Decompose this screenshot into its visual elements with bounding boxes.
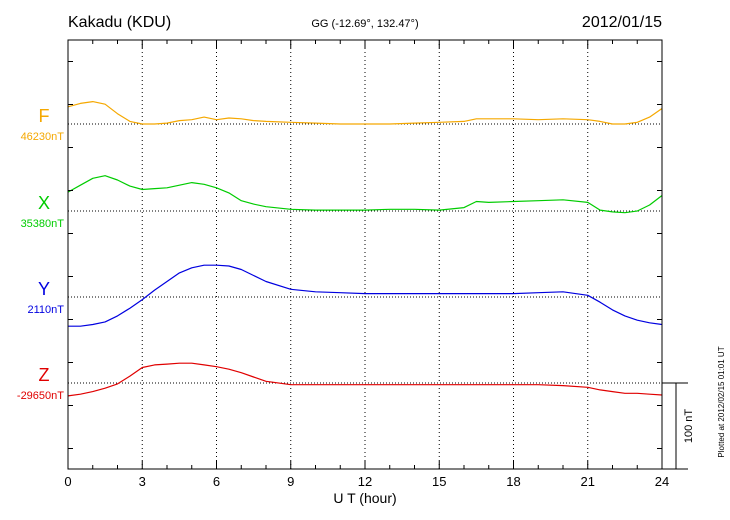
series-line-f	[67, 100, 663, 125]
x-tick-label: 0	[64, 474, 71, 489]
x-tick-labels: 0 3 6 9 12 15 18 21 24	[64, 474, 669, 489]
series-baseline-x: 35380nT	[21, 218, 65, 230]
series-baseline-y: 2110nT	[28, 304, 65, 316]
series-name-f: F	[39, 106, 50, 126]
series-line-z	[67, 362, 663, 397]
series-name-z: Z	[39, 365, 50, 385]
x-tick-label: 21	[581, 474, 595, 489]
x-tick-label: 18	[506, 474, 520, 489]
x-tick-label: 24	[655, 474, 669, 489]
series-labels: F 46230nT X 35380nT Y 2110nT Z -29650nT	[17, 106, 64, 402]
series-line-x	[67, 175, 663, 214]
series-baseline-f: 46230nT	[21, 131, 65, 143]
plotted-timestamp: Plotted at 2012/02/15 01:01 UT	[717, 346, 726, 457]
x-tick-label: 15	[432, 474, 446, 489]
plot-date: 2012/01/15	[582, 14, 662, 31]
x-tick-label: 3	[139, 474, 146, 489]
series-line-y	[68, 264, 663, 327]
scale-bar: 100 nT	[662, 382, 695, 470]
x-tick-label: 12	[358, 474, 372, 489]
series-baseline-z: -29650nT	[17, 390, 64, 402]
x-tick-label: 9	[287, 474, 294, 489]
axis-ticks	[67, 40, 663, 469]
x-tick-label: 6	[213, 474, 220, 489]
scale-bar-label: 100 nT	[683, 409, 695, 444]
x-axis-label: U T (hour)	[333, 490, 396, 506]
station-coordinates: GG (-12.69°, 132.47°)	[311, 18, 418, 30]
series-name-y: Y	[38, 279, 50, 299]
station-title: Kakadu (KDU)	[68, 14, 171, 31]
grid-lines	[141, 40, 589, 469]
series-lines	[67, 100, 663, 397]
series-name-x: X	[38, 193, 50, 213]
